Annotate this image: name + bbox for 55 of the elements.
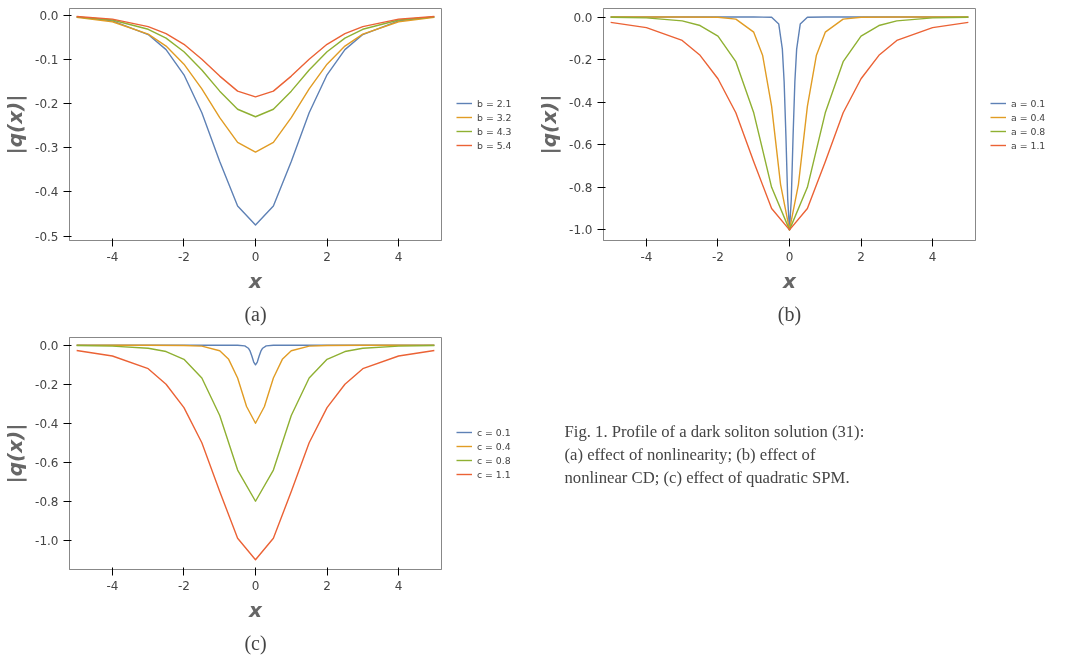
y-tick-label: -1.0: [569, 223, 593, 238]
legend-label: a = 0.4: [1011, 111, 1046, 123]
legend-label: c = 0.1: [477, 426, 511, 438]
legend-label: c = 1.1: [477, 468, 511, 480]
x-tick-label: 4: [394, 249, 403, 264]
y-axis-title: |q(x)|: [3, 94, 28, 155]
legend-label: b = 3.2: [477, 111, 512, 123]
y-tick-label: -0.8: [569, 180, 593, 195]
x-axis-title: x: [248, 268, 264, 293]
legend-label: c = 0.8: [477, 454, 511, 466]
y-tick-label: 0.0: [39, 338, 59, 353]
y-tick-label: -0.4: [569, 95, 593, 110]
x-tick-label: -4: [640, 249, 653, 264]
legend-label: a = 0.1: [1011, 97, 1046, 109]
y-tick-label: -0.2: [569, 53, 593, 68]
y-tick-label: 0.0: [39, 8, 59, 23]
x-tick-label: 4: [928, 249, 937, 264]
x-tick-label: -2: [177, 578, 190, 593]
legend-label: b = 5.4: [477, 139, 512, 151]
x-axis-title: x: [782, 268, 798, 293]
y-tick-label: -0.8: [35, 494, 59, 509]
legend-label: b = 4.3: [477, 125, 512, 137]
caption: Fig. 1. Profile of a dark soliton solution (31): (a) effect of nonlinearity; (b) effect of nonlinear CD; (c) effect of quadratic SPM.: [564, 421, 865, 487]
legend-label: c = 0.4: [477, 440, 511, 452]
y-tick-label: -0.2: [35, 377, 59, 392]
y-axis-title: |q(x)|: [3, 423, 28, 484]
legend-label: a = 0.8: [1011, 125, 1046, 137]
x-tick-label: 0: [251, 578, 260, 593]
y-tick-label: -0.3: [35, 141, 59, 156]
y-tick-label: -0.6: [35, 455, 59, 470]
x-tick-label: 4: [394, 578, 403, 593]
y-tick-label: -0.6: [569, 138, 593, 153]
y-tick-label: -0.1: [35, 52, 59, 67]
y-axis-title: |q(x)|: [537, 94, 562, 155]
x-tick-label: -2: [711, 249, 724, 264]
x-tick-label: 0: [785, 249, 794, 264]
y-tick-label: -0.2: [35, 97, 59, 112]
x-tick-label: -2: [177, 249, 190, 264]
y-tick-label: -0.5: [35, 229, 59, 244]
y-tick-label: -1.0: [35, 533, 59, 548]
text: (b): [777, 302, 802, 326]
x-axis-title: x: [248, 597, 264, 622]
x-tick-label: 0: [251, 249, 260, 264]
x-tick-label: 2: [323, 578, 331, 593]
y-tick-label: 0.0: [573, 10, 593, 25]
text: (a): [244, 302, 267, 326]
legend-label: b = 2.1: [477, 97, 512, 109]
text: (c): [244, 631, 267, 655]
x-tick-label: 2: [857, 249, 865, 264]
legend-label: a = 1.1: [1011, 139, 1046, 151]
x-tick-label: 2: [323, 249, 331, 264]
x-tick-label: -4: [106, 249, 119, 264]
y-tick-label: -0.4: [35, 185, 59, 200]
x-tick-label: -4: [106, 578, 119, 593]
y-tick-label: -0.4: [35, 416, 59, 431]
